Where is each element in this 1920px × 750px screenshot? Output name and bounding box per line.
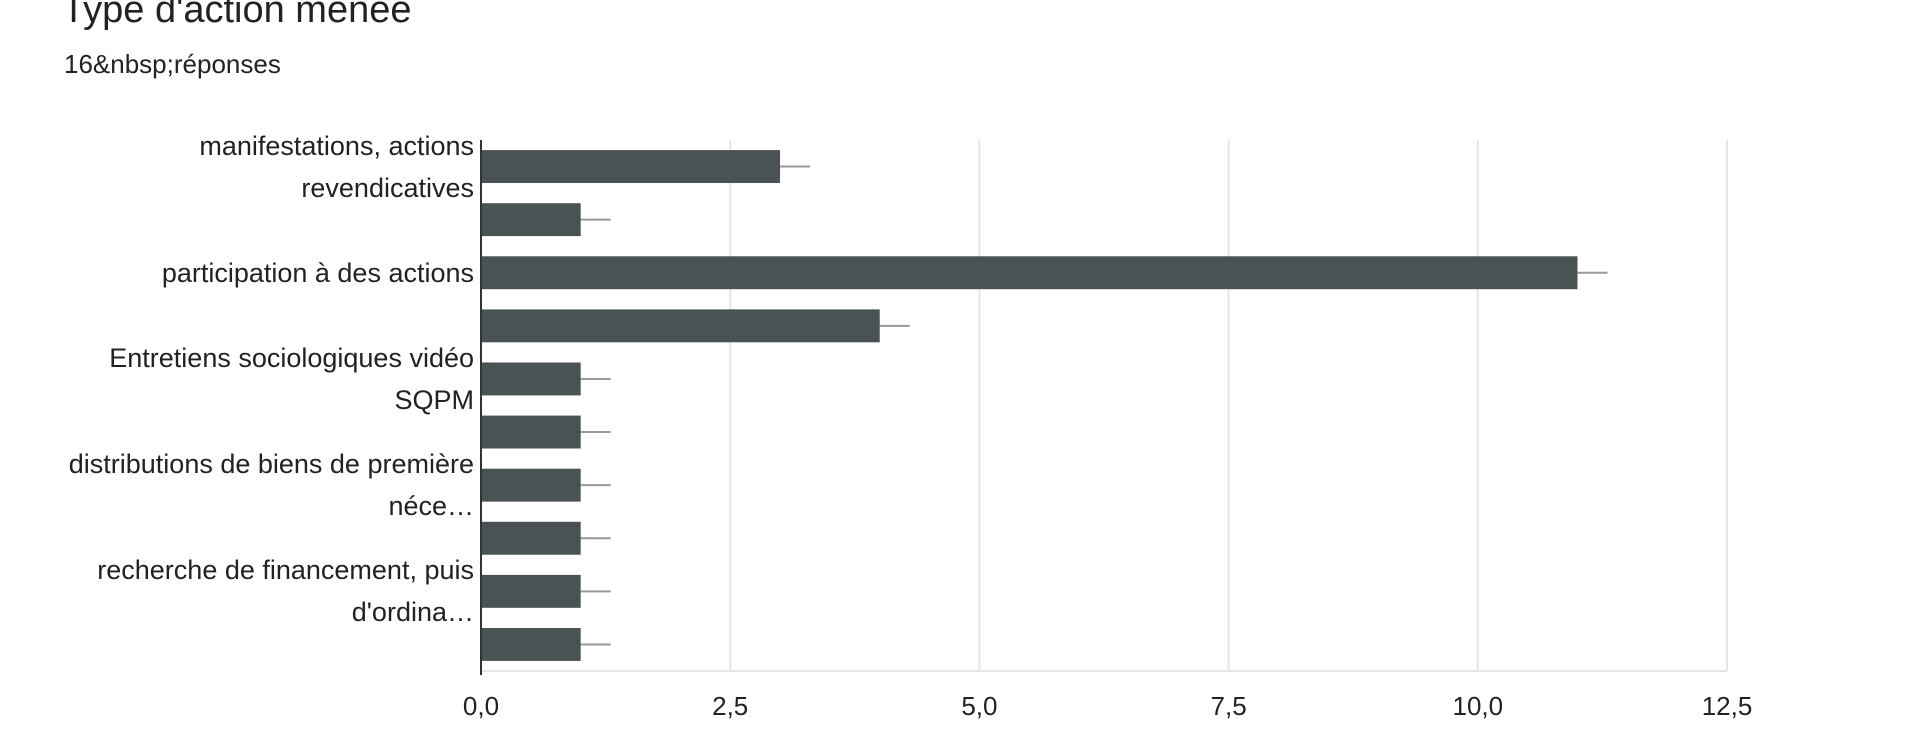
bar	[481, 203, 581, 237]
bar	[481, 309, 880, 343]
x-tick-label: 2,5	[712, 691, 748, 721]
x-tick-label: 10,0	[1452, 691, 1503, 721]
y-tick-label: manifestations, actions revendicatives	[199, 130, 474, 203]
y-tick-label: participation à des actions	[161, 257, 474, 288]
bar	[481, 468, 581, 502]
y-tick-label: recherche de financement, puis d'ordina…	[97, 555, 474, 628]
x-tick-label: 0,0	[463, 691, 499, 721]
bar	[481, 574, 581, 608]
chart-subtitle: 16&nbsp;réponses	[64, 49, 281, 79]
bar	[481, 415, 581, 449]
y-tick-label: Entretiens sociologiques vidéo SQPM	[109, 342, 474, 415]
chart-title: Type d'action menée	[62, 0, 411, 31]
bar	[481, 256, 1578, 290]
bar	[481, 521, 581, 555]
y-tick-label: distributions de biens de première néce…	[68, 449, 474, 522]
x-tick-label: 7,5	[1211, 691, 1247, 721]
x-tick-label: 12,5	[1702, 691, 1753, 721]
bar	[481, 627, 581, 661]
bar	[481, 362, 581, 396]
x-tick-label: 5,0	[961, 691, 997, 721]
bar	[481, 150, 781, 184]
